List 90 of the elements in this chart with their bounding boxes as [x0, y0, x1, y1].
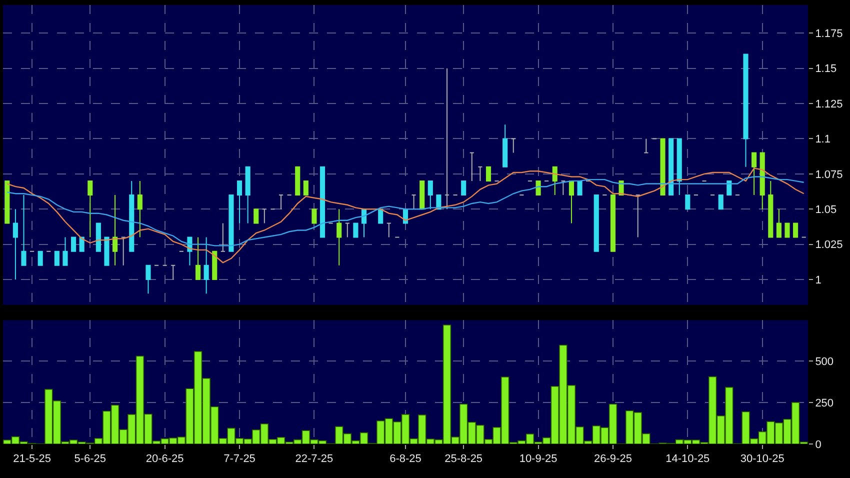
candlestick: [718, 194, 724, 210]
x-tick-label: 30-10-25: [740, 453, 784, 466]
candlestick: [303, 180, 308, 196]
line-series: [6, 176, 804, 246]
candlestick: [344, 222, 350, 238]
candlestick: [137, 180, 142, 238]
candlestick: [262, 208, 267, 224]
y-tick-label: 1.1: [815, 134, 830, 146]
x-tick-label: 22-7-25: [295, 453, 334, 466]
candlestick: [245, 166, 250, 224]
candlestick: [236, 180, 242, 224]
y-tick-label: 1.125: [815, 98, 843, 110]
candlestick: [353, 222, 358, 238]
candlestick: [577, 180, 582, 196]
candlestick: [295, 166, 300, 196]
candlestick: [478, 166, 483, 182]
x-tick-label: 20-6-25: [146, 453, 184, 466]
candlestick: [420, 180, 425, 210]
candlestick: [195, 236, 201, 280]
candlestick: [38, 250, 43, 266]
candlestick: [676, 138, 682, 196]
x-tick-label: 26-9-25: [594, 453, 632, 466]
candlestick: [560, 180, 566, 196]
candlestick: [228, 194, 234, 252]
x-tick-label: 25-8-25: [444, 453, 483, 466]
candlestick: [278, 194, 284, 210]
y-tick-label: 500: [815, 356, 834, 368]
candlestick: [120, 236, 126, 266]
x-tick-label: 6-8-25: [390, 453, 422, 466]
candlestick: [610, 194, 616, 252]
candlestick: [668, 138, 674, 196]
y-tick-label: 1: [815, 274, 822, 286]
y-tick-label: 1.025: [815, 239, 843, 252]
candlestick: [112, 194, 118, 266]
candlestick: [594, 194, 599, 252]
candlestick: [510, 138, 516, 154]
candlestick: [204, 236, 209, 294]
candlestick: [104, 236, 110, 266]
candlestick: [568, 180, 574, 224]
line-series: [6, 168, 804, 264]
y-tick-label: 1.15: [815, 63, 837, 76]
candlestick: [635, 194, 640, 238]
candlestick: [71, 236, 76, 252]
candlestick: [212, 250, 218, 280]
candlestick: [784, 222, 790, 238]
x-tick-label: 5-6-25: [74, 453, 106, 466]
candlestick: [88, 180, 93, 238]
x-tick-label: 14-10-25: [666, 453, 710, 466]
candlestick: [428, 180, 433, 210]
candlestick: [386, 222, 392, 238]
y-tick-label: 0: [815, 438, 822, 451]
candlestick: [312, 208, 317, 224]
candlestick: [336, 208, 342, 266]
candlestick: [752, 152, 757, 196]
candlestick: [170, 264, 176, 280]
candlestick: [768, 180, 774, 238]
y-tick-label: 250: [815, 397, 834, 410]
candlestick: [12, 208, 18, 280]
candlestick: [21, 194, 26, 266]
y-tick-label: 1.05: [815, 204, 837, 216]
candlestick: [644, 138, 649, 154]
candlestick: [743, 54, 748, 168]
candlestick: [660, 138, 666, 196]
candlestick: [486, 166, 492, 182]
candlestick: [254, 208, 259, 224]
candlestick: [320, 166, 326, 238]
x-tick-label: 7-7-25: [224, 453, 256, 466]
candlestick: [685, 194, 690, 210]
x-tick-label: 10-9-25: [519, 453, 558, 466]
candlestick: [469, 152, 474, 182]
candlestick: [776, 208, 782, 238]
candlestick: [760, 152, 765, 210]
candlestick: [536, 180, 541, 196]
x-tick-label: 21-5-25: [13, 453, 52, 466]
candlestick: [4, 180, 10, 224]
candlestick: [502, 124, 508, 168]
candlestick: [361, 208, 367, 238]
candlestick: [129, 180, 134, 252]
candlestick: [444, 68, 450, 210]
candlestick: [62, 236, 68, 266]
y-tick-label: 1.175: [815, 28, 843, 40]
y-tick-label: 1.075: [815, 168, 843, 181]
candlestick: [793, 222, 798, 238]
candlestick: [96, 222, 101, 252]
candlestick: [146, 264, 151, 294]
candlestick: [552, 166, 558, 196]
candlestick: [461, 180, 466, 196]
candlestick: [411, 194, 416, 210]
candlestick: [54, 250, 60, 266]
candlestick: [220, 222, 226, 252]
